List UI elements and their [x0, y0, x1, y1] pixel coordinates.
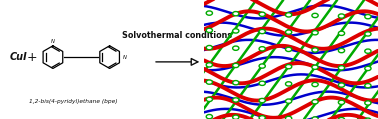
Circle shape: [338, 48, 345, 53]
Circle shape: [232, 29, 239, 33]
Circle shape: [285, 82, 292, 86]
Circle shape: [285, 13, 292, 17]
Circle shape: [312, 82, 318, 87]
Circle shape: [259, 47, 265, 51]
Circle shape: [338, 100, 345, 104]
Circle shape: [365, 32, 371, 36]
Circle shape: [285, 47, 292, 52]
Circle shape: [365, 118, 371, 119]
Circle shape: [312, 31, 318, 35]
Circle shape: [259, 81, 265, 85]
Circle shape: [285, 30, 292, 34]
Text: +: +: [27, 51, 37, 64]
Circle shape: [338, 14, 345, 18]
Circle shape: [338, 83, 345, 87]
Circle shape: [232, 115, 239, 119]
Circle shape: [312, 48, 318, 52]
Circle shape: [312, 100, 318, 104]
Circle shape: [285, 99, 292, 103]
Text: N: N: [51, 39, 55, 44]
Circle shape: [285, 64, 292, 69]
Circle shape: [312, 117, 318, 119]
Circle shape: [285, 116, 292, 119]
Circle shape: [365, 49, 371, 53]
Circle shape: [232, 46, 239, 50]
Circle shape: [206, 28, 212, 32]
Circle shape: [206, 11, 212, 15]
Circle shape: [232, 63, 239, 68]
Text: Solvothermal conditions: Solvothermal conditions: [122, 31, 232, 40]
Circle shape: [365, 15, 371, 19]
Circle shape: [365, 84, 371, 88]
Circle shape: [338, 31, 345, 35]
Circle shape: [206, 114, 212, 119]
Circle shape: [206, 80, 212, 84]
Text: N: N: [122, 55, 127, 60]
Circle shape: [206, 45, 212, 50]
Circle shape: [259, 116, 265, 119]
Circle shape: [338, 117, 345, 119]
Circle shape: [232, 12, 239, 16]
Text: 1,2-bis(4-pyridyl)ethane (bpe): 1,2-bis(4-pyridyl)ethane (bpe): [29, 99, 118, 104]
Circle shape: [312, 13, 318, 18]
Circle shape: [259, 98, 265, 103]
Circle shape: [259, 29, 265, 34]
Circle shape: [259, 12, 265, 16]
Circle shape: [206, 63, 212, 67]
Circle shape: [365, 101, 371, 105]
Circle shape: [232, 98, 239, 102]
Circle shape: [259, 64, 265, 68]
Circle shape: [338, 66, 345, 70]
Circle shape: [365, 66, 371, 71]
Text: CuI: CuI: [9, 52, 27, 62]
Circle shape: [232, 81, 239, 85]
Circle shape: [312, 65, 318, 69]
Circle shape: [206, 97, 212, 102]
